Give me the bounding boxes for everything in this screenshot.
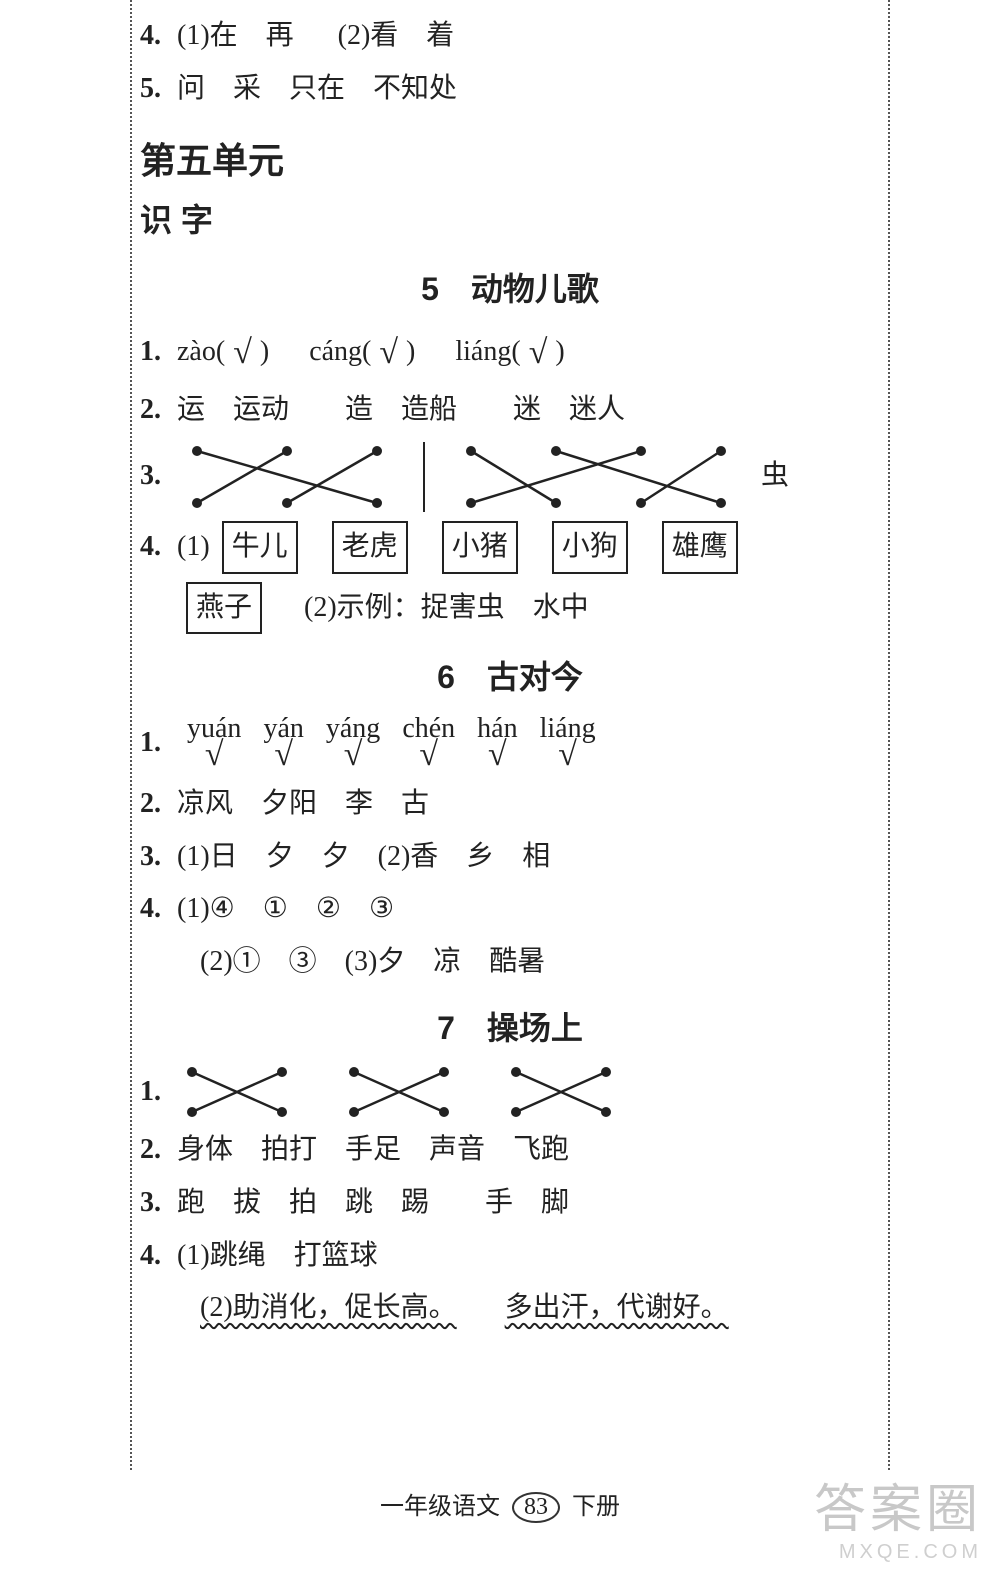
- unit-title: 第五单元: [140, 132, 880, 190]
- pinyin-item: chén√: [402, 714, 455, 774]
- close-paren: ): [406, 330, 415, 375]
- sec6-q4-line1: 4. (1)④ ① ② ③: [140, 887, 880, 932]
- sec6-q2-text: 凉风 夕阳 李 古: [177, 782, 429, 827]
- match-diagram-4: [451, 441, 731, 513]
- q4-number: 4.: [140, 14, 161, 59]
- box-word: 燕子: [186, 582, 262, 635]
- separator-bar: [423, 442, 425, 512]
- left-dotted-border: [130, 0, 132, 1470]
- sec7-q3: 3. 跑 拔 拍 跳 踢 手 脚: [140, 1181, 880, 1226]
- sec6-q1-num: 1.: [140, 721, 161, 766]
- sec5-q1b: cáng(: [309, 330, 371, 375]
- sec6-q4-1: (1)④ ① ② ③: [177, 887, 394, 932]
- sec7-q2: 2. 身体 拍打 手足 声音 飞跑: [140, 1128, 880, 1173]
- sec5-name: 动物儿歌: [471, 271, 599, 307]
- sec5-q3: 3. 虫: [140, 441, 880, 513]
- pinyin-item: yáng√: [326, 714, 380, 774]
- box-word: 小猪: [442, 521, 518, 574]
- box-word: 牛儿: [222, 521, 298, 574]
- top-q4: 4. (1)在 再 (2)看 着: [140, 14, 880, 59]
- pinyin-item: liáng√: [540, 714, 596, 774]
- sec5-q3-extra: 虫: [761, 454, 789, 499]
- unit-subtitle: 识 字: [140, 195, 880, 246]
- watermark-sub: MXQE.COM: [814, 1547, 982, 1557]
- sec6-q4-num: 4.: [140, 887, 161, 932]
- box-word: 雄鹰: [662, 521, 738, 574]
- sec6-q3: 3. (1)日 夕 夕 (2)香 乡 相: [140, 835, 880, 880]
- sec7-q4-1: (1)跳绳 打篮球: [177, 1234, 378, 1279]
- sec6-q3-num: 3.: [140, 835, 161, 880]
- box-word: 小狗: [552, 521, 628, 574]
- sec5-q4-2: (2)示例：捉害虫 水中: [304, 586, 589, 631]
- sec5-q3-num: 3.: [140, 454, 161, 499]
- top-q5: 5. 问 采 只在 不知处: [140, 67, 880, 112]
- sec7-q4-line1: 4. (1)跳绳 打篮球: [140, 1234, 880, 1279]
- sec7-q4-2a: (2)助消化，促长高。: [200, 1286, 457, 1331]
- sec5-q2: 2. 运 运动 造 造船 迷 迷人: [140, 388, 880, 433]
- sec5-q2-text: 运 运动 造 造船 迷 迷人: [177, 388, 625, 433]
- sec6-q4-2: (2)① ③ (3)夕 凉 酷暑: [200, 940, 545, 985]
- cross-diagram: [177, 1064, 297, 1120]
- sec5-q1c: liáng(: [455, 330, 520, 375]
- sec7-name: 操场上: [487, 1010, 583, 1046]
- pinyin-item: hán√: [477, 714, 517, 774]
- sec6-q4-line2: (2)① ③ (3)夕 凉 酷暑: [200, 940, 880, 985]
- cross-diagram: [501, 1064, 621, 1120]
- sec6-num: 6: [437, 659, 455, 695]
- sec7-q4-2b: 多出汗，代谢好。: [505, 1286, 729, 1331]
- section7-title: 7 操场上: [140, 1003, 880, 1054]
- box-word: 老虎: [332, 521, 408, 574]
- sec5-q4-line2: 燕子 (2)示例：捉害虫 水中: [186, 582, 880, 635]
- watermark-main: 答案圈: [814, 1481, 982, 1539]
- sec5-q1a: zào(: [177, 330, 225, 375]
- check-icon: √: [529, 326, 548, 380]
- q5-number: 5.: [140, 67, 161, 112]
- sec6-q1: 1. yuán√ yán√ yáng√ chén√ hán√ liáng√: [140, 714, 880, 774]
- close-paren: ): [555, 330, 564, 375]
- footer-right: 下册: [572, 1494, 620, 1520]
- sec6-q2-num: 2.: [140, 782, 161, 827]
- sec5-q1-num: 1.: [140, 330, 161, 375]
- sec7-q4-line2: (2)助消化，促长高。 多出汗，代谢好。: [200, 1286, 880, 1331]
- cross-diagram: [339, 1064, 459, 1120]
- q5-text: 问 采 只在 不知处: [177, 67, 457, 112]
- sec7-q1-num: 1.: [140, 1070, 161, 1115]
- sec5-q4-1: (1): [177, 525, 210, 570]
- main-content: 4. (1)在 再 (2)看 着 5. 问 采 只在 不知处 第五单元 识 字 …: [140, 0, 880, 1331]
- sec5-q2-num: 2.: [140, 388, 161, 433]
- sec6-q2: 2. 凉风 夕阳 李 古: [140, 782, 880, 827]
- section6-title: 6 古对今: [140, 652, 880, 703]
- sec5-q1: 1. zào( √ ) cáng( √ ) liáng( √ ): [140, 326, 880, 380]
- sec7-q4-num: 4.: [140, 1234, 161, 1279]
- match-diagram-3a: [177, 441, 397, 513]
- check-icon: √: [379, 326, 398, 380]
- sec6-name: 古对今: [487, 659, 583, 695]
- close-paren: ): [260, 330, 269, 375]
- sec5-q4-num: 4.: [140, 525, 161, 570]
- check-icon: √: [233, 326, 252, 380]
- q4-part1: (1)在 再: [177, 14, 294, 59]
- sec5-q4-line1: 4. (1) 牛儿 老虎 小猪 小狗 雄鹰: [140, 521, 880, 574]
- sec7-q2-text: 身体 拍打 手足 声音 飞跑: [177, 1128, 569, 1173]
- pinyin-item: yuán√: [187, 714, 241, 774]
- pinyin-item: yán√: [263, 714, 303, 774]
- q4-part2: (2)看 着: [338, 14, 455, 59]
- right-dotted-border: [888, 0, 890, 1470]
- sec7-num: 7: [437, 1010, 455, 1046]
- sec7-q3-text: 跑 拔 拍 跳 踢 手 脚: [177, 1181, 569, 1226]
- section5-title: 5 动物儿歌: [140, 264, 880, 315]
- sec7-q2-num: 2.: [140, 1128, 161, 1173]
- footer-page-number: 83: [512, 1492, 560, 1523]
- footer-left: 一年级语文: [380, 1494, 500, 1520]
- sec7-q1: 1.: [140, 1064, 880, 1120]
- watermark: 答案圈 MXQE.COM: [814, 1497, 982, 1557]
- sec7-q3-num: 3.: [140, 1181, 161, 1226]
- sec5-num: 5: [421, 271, 439, 307]
- sec6-q3-text: (1)日 夕 夕 (2)香 乡 相: [177, 835, 550, 880]
